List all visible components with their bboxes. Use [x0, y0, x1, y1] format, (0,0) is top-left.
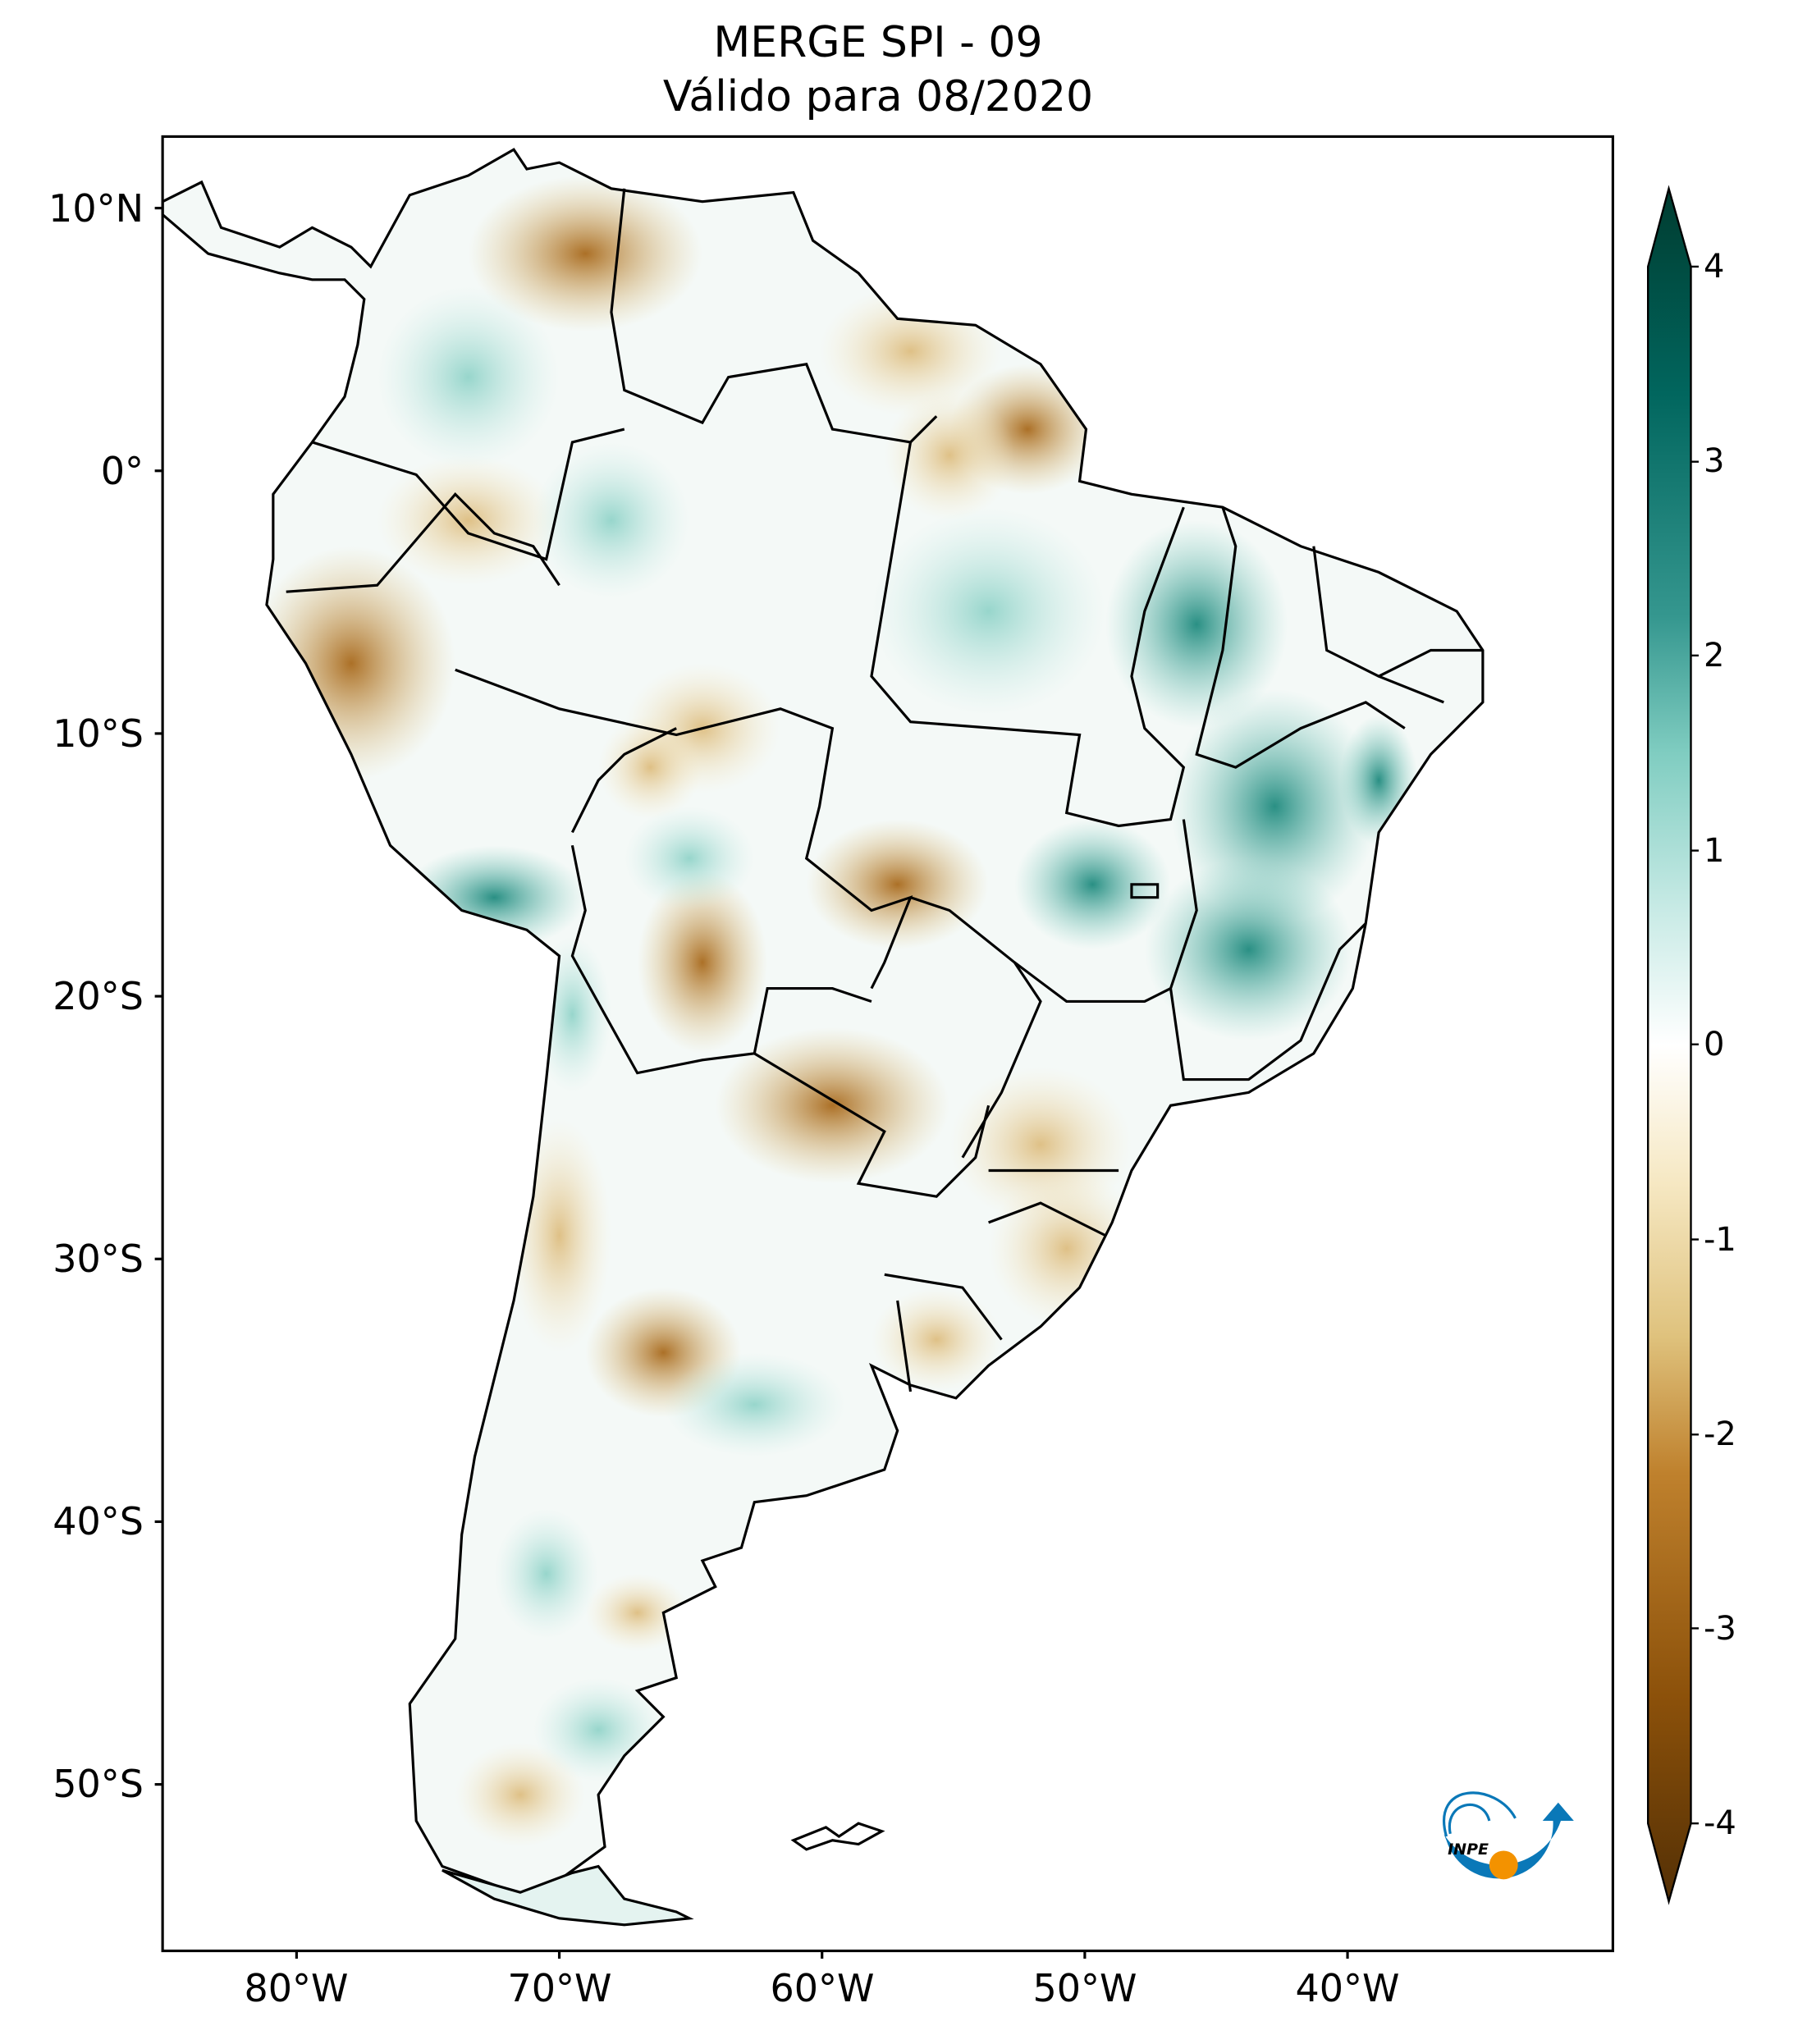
lat-label: 30°S [53, 1237, 144, 1281]
lat-label: 40°S [53, 1499, 144, 1543]
colorbar-tick-label: -2 [1704, 1415, 1736, 1453]
tierra-del-fuego [441, 1864, 694, 1927]
colorbar-ticks [1690, 265, 1700, 1825]
lon-label: 70°W [507, 1966, 612, 2010]
chart-subtitle: Válido para 08/2020 [662, 72, 1094, 121]
axis-ticks [154, 207, 1349, 1959]
chart-title: MERGE SPI - 09 [713, 18, 1043, 67]
coastline [161, 148, 1485, 1900]
colorbar-tick-label: -3 [1704, 1610, 1736, 1648]
colorbar-tick-label: 3 [1704, 442, 1725, 480]
lat-label: 10°N [48, 186, 144, 231]
inpe-logo: INPE [1443, 1791, 1574, 1880]
colorbar-tick-label: 2 [1704, 637, 1725, 674]
colorbar-tick-label: -1 [1704, 1221, 1736, 1259]
colorbar-tick-label: 1 [1704, 832, 1725, 870]
lon-label: 80°W [244, 1966, 349, 2010]
lat-label: 10°S [53, 711, 144, 756]
lat-label: 20°S [53, 974, 144, 1018]
svg-text:INPE: INPE [1448, 1841, 1489, 1859]
lat-label: 50°S [53, 1762, 144, 1806]
lat-label: 0° [100, 449, 144, 493]
country-borders [286, 188, 1483, 1392]
colorbar-tick-label: 4 [1704, 248, 1725, 286]
lon-label: 40°W [1295, 1966, 1400, 2010]
colorbar [1647, 185, 1692, 1905]
spi-field [162, 149, 1483, 1900]
colorbar-tick-label: -4 [1704, 1804, 1736, 1842]
lon-label: 60°W [770, 1966, 875, 2010]
colorbar-tick-label: 0 [1704, 1026, 1725, 1063]
lon-label: 50°W [1032, 1966, 1137, 2010]
map-frame [161, 135, 1614, 1953]
falkland-islands [790, 1822, 885, 1851]
